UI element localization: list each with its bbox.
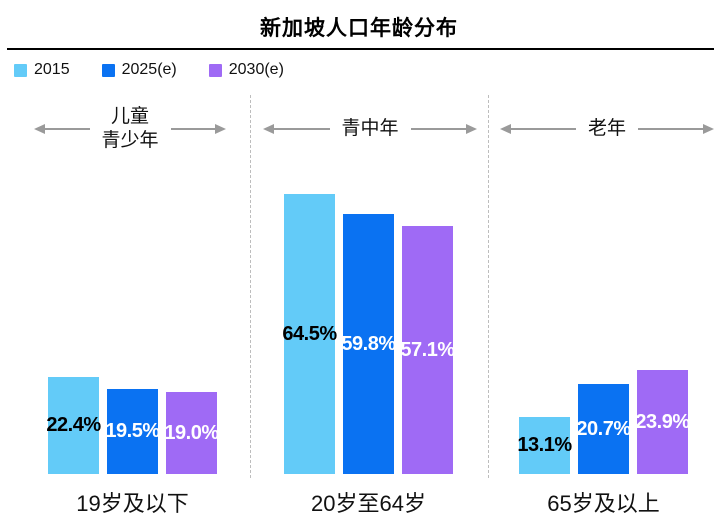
arrow-shaft [170,128,216,130]
bar-value-label: 23.9% [635,410,690,433]
bar: 22.4% [46,377,101,474]
legend-label: 2025(e) [121,61,177,78]
arrow-right-icon [466,124,478,134]
bar: 19.0% [164,392,219,474]
category-label: 65岁及以上 [547,491,660,516]
legend-label: 2015 [34,61,70,78]
arrow-shaft [274,128,330,130]
arrow-shaft [511,128,576,130]
bar-value-label: 57.1% [400,338,455,361]
bar-value-label: 19.0% [164,421,219,444]
age-band-label: 儿童 青少年 [101,106,159,151]
legend-item: 2015 [14,61,70,79]
legend-item: 2030(e) [208,61,284,79]
legend-swatch-icon [208,63,222,77]
chart-title: 新加坡人口年龄分布 [260,17,458,40]
arrow-right-icon [703,124,715,134]
legend-swatch-icon [101,63,115,77]
arrow-left-icon [263,124,274,134]
bar-value-label: 20.7% [576,417,631,440]
bar-value-label: 22.4% [46,414,101,436]
bar-value-label: 19.5% [105,420,160,442]
legend: 2015 2025(e) 2030(e) [14,61,284,79]
bar: 57.1% [400,226,455,474]
bar: 13.1% [517,417,572,474]
age-band-label: 老年 [588,118,627,139]
bar: 23.9% [635,370,690,474]
category-label: 20岁至64岁 [311,491,426,516]
legend-label: 2030(e) [228,61,284,78]
arrow-shaft [638,128,704,130]
bar: 20.7% [576,384,631,474]
title-divider [7,48,714,50]
age-band-label: 青中年 [341,118,399,139]
category-label: 19岁及以下 [76,491,189,516]
bar-value-label: 13.1% [517,434,572,456]
bar: 19.5% [105,389,160,474]
bar: 64.5% [282,194,337,474]
arrow-right-icon [215,124,227,134]
age-band-annotation: 老年 [500,102,715,156]
bar-value-label: 64.5% [282,322,337,345]
age-band-annotation: 儿童 青少年 [34,102,227,156]
separator-line [488,95,489,478]
separator-line [250,95,251,478]
bar-value-label: 59.8% [341,332,396,355]
arrow-left-icon [500,124,511,134]
arrow-left-icon [34,124,45,134]
legend-item: 2025(e) [101,61,177,79]
arrow-shaft [410,128,467,130]
arrow-shaft [45,128,90,130]
age-band-annotation: 青中年 [263,102,478,156]
legend-swatch-icon [14,63,27,77]
bar: 59.8% [341,214,396,474]
